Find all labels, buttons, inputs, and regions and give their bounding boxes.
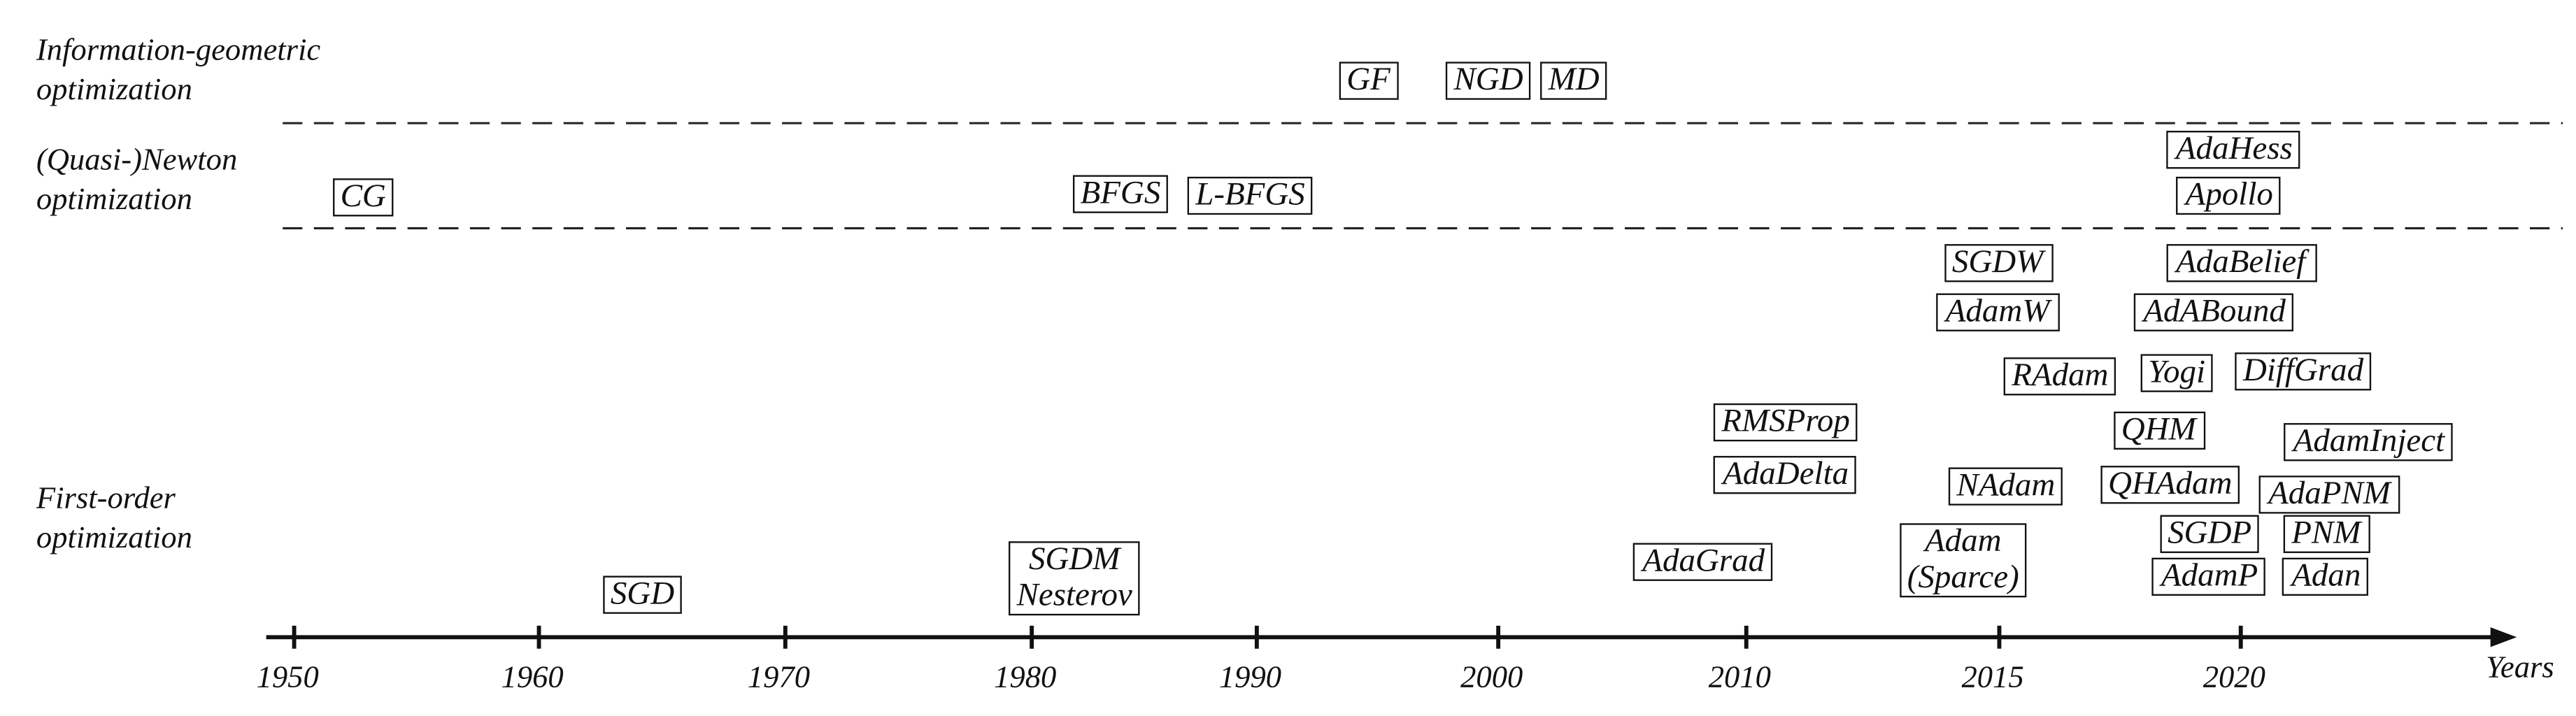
tick-label: 1970 xyxy=(748,659,810,694)
row-label: optimization xyxy=(36,181,192,216)
axis-label: Years xyxy=(2486,649,2554,684)
method-box xyxy=(1632,543,1773,581)
method-label: SGDW xyxy=(1952,243,2046,280)
method-label: BFGS xyxy=(1081,174,1161,210)
method-box xyxy=(2151,557,2265,596)
method-box xyxy=(1187,176,1313,215)
method-label: SGDP xyxy=(2168,514,2251,550)
method-label: QHM xyxy=(2121,410,2198,447)
tick-label: 1960 xyxy=(501,659,564,694)
method-label: GF xyxy=(1346,61,1391,97)
method-label: MD xyxy=(1548,61,1600,97)
method-label: RMSProp xyxy=(1721,403,1850,439)
method-box xyxy=(1713,403,1858,442)
method-label: Yogi xyxy=(2148,353,2205,389)
method-label: RAdam xyxy=(2011,357,2108,393)
method-label: AdamInject xyxy=(2291,422,2445,459)
row-label: optimization xyxy=(36,71,192,106)
method-box xyxy=(603,575,682,614)
method-box xyxy=(1900,523,2027,598)
method-label: DiffGrad xyxy=(2242,352,2364,388)
method-label: AdaHess xyxy=(2174,130,2293,166)
row-label: optimization xyxy=(36,520,192,554)
tick-label: 1990 xyxy=(1219,659,1281,694)
method-box xyxy=(2166,244,2317,282)
method-box xyxy=(2284,423,2453,461)
row-label: Information-geometric xyxy=(36,31,321,66)
method-label: PNM xyxy=(2291,514,2363,550)
method-box xyxy=(2100,466,2240,504)
method-box xyxy=(333,178,394,217)
method-box xyxy=(2283,515,2370,553)
method-box xyxy=(2114,411,2206,450)
method-box xyxy=(2166,131,2300,169)
method-box xyxy=(2140,354,2213,392)
method-box xyxy=(2133,293,2293,331)
tick-label: 2020 xyxy=(2203,659,2265,694)
method-label: AdamP xyxy=(2159,557,2258,593)
method-label: Apollo xyxy=(2184,176,2273,213)
method-box xyxy=(1009,541,1140,616)
method-label: Adan xyxy=(2289,557,2361,593)
method-box xyxy=(1445,62,1531,100)
method-box xyxy=(1540,62,1607,100)
tick-label: 2000 xyxy=(1460,659,1523,694)
method-label: L-BFGS xyxy=(1195,176,1305,213)
method-box xyxy=(2235,352,2372,391)
tick-label: 1980 xyxy=(994,659,1056,694)
tick-label: 2010 xyxy=(1709,659,1771,694)
method-box xyxy=(2282,557,2368,596)
method-label: SGD xyxy=(611,575,674,611)
method-box xyxy=(2176,176,2281,215)
method-box xyxy=(2160,515,2259,553)
method-box xyxy=(1948,467,2063,506)
method-box xyxy=(1944,244,2054,282)
method-label: NAdam xyxy=(1956,466,2055,503)
method-label: AdABound xyxy=(2141,292,2286,329)
row-label: (Quasi-)Newton xyxy=(36,142,237,177)
method-label: AdaGrad xyxy=(1640,542,1765,578)
method-box xyxy=(1936,293,2060,331)
method-box xyxy=(1339,62,1399,100)
tick-label: 2015 xyxy=(1961,659,2023,694)
method-box xyxy=(1713,456,1856,494)
method-label: SGDM xyxy=(1029,540,1122,577)
method-label: NGD xyxy=(1453,61,1523,97)
method-box xyxy=(1072,175,1168,213)
method-label: AdaPNM xyxy=(2266,475,2393,511)
method-label: QHAdam xyxy=(2108,465,2232,501)
method-label: CG xyxy=(341,178,386,214)
method-label: AdamW xyxy=(1944,292,2053,329)
method-label: (Sparce) xyxy=(1907,559,2019,595)
method-label: AdaBelief xyxy=(2174,243,2310,280)
row-label: First-order xyxy=(36,480,176,515)
method-box xyxy=(2003,357,2116,396)
tick-label: 1950 xyxy=(257,659,319,694)
method-label: Nesterov xyxy=(1016,577,1132,613)
axis-arrow xyxy=(2490,627,2517,647)
method-label: Adam xyxy=(1923,522,2002,559)
method-label: AdaDelta xyxy=(1721,455,1849,492)
method-box xyxy=(2258,475,2400,514)
